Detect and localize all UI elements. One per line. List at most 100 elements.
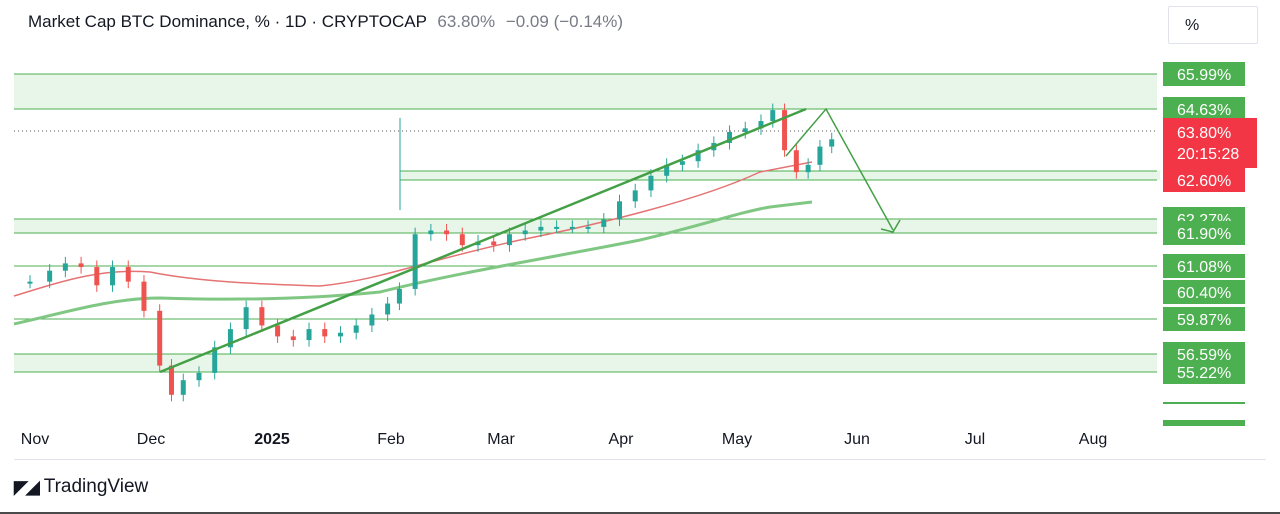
- candle: [444, 223, 450, 241]
- candle: [679, 154, 685, 172]
- bottom-border: [0, 512, 1280, 514]
- candle-body: [428, 230, 434, 235]
- candle: [829, 132, 835, 154]
- tradingview-logo[interactable]: ◤◢ TradingView: [14, 476, 148, 498]
- brand-name: TradingView: [43, 476, 149, 497]
- zones-layer: [14, 73, 1160, 373]
- candle-body: [196, 372, 202, 381]
- candle-body: [444, 230, 450, 235]
- candle: [94, 260, 100, 292]
- price-axis-label-bg: [1163, 221, 1245, 245]
- candle-body: [554, 226, 560, 229]
- candle: [412, 227, 418, 296]
- price-axis-label: 64.63%: [1163, 97, 1245, 121]
- symbol-title[interactable]: Market Cap BTC Dominance, % · 1D · CRYPT…: [28, 12, 427, 31]
- candle-body: [617, 201, 622, 220]
- candle-body: [306, 329, 312, 341]
- candle: [632, 183, 638, 208]
- price-axis-label-bg: [1163, 307, 1245, 331]
- percent-scale-button[interactable]: %: [1168, 6, 1258, 44]
- candle: [47, 264, 53, 289]
- tradingview-logo-icon: ◤◢: [14, 476, 40, 497]
- candle: [27, 275, 33, 289]
- time-axis-label: May: [722, 431, 752, 448]
- candle-body: [337, 332, 343, 337]
- price-axis-label-text: 56.59%: [1177, 347, 1231, 364]
- candle-body: [805, 164, 811, 173]
- candle: [141, 275, 147, 318]
- price-axis-label-text: 59.87%: [1177, 312, 1231, 329]
- candle: [585, 220, 591, 234]
- candle-body: [829, 139, 835, 147]
- price-axis-label-bg: [1163, 360, 1245, 384]
- candle: [664, 158, 670, 183]
- candle: [727, 125, 733, 150]
- time-axis[interactable]: Nov Dec 2025 Feb Mar Apr May Jun Jul Aug: [21, 431, 1107, 448]
- time-axis-label: Feb: [377, 431, 405, 448]
- candle-body: [62, 263, 68, 271]
- price-axis-label-text: 55.22%: [1177, 365, 1231, 382]
- candle: [805, 158, 811, 179]
- candle-body: [47, 270, 53, 282]
- candle: [428, 223, 434, 241]
- zone-band: [14, 354, 1157, 372]
- candle: [648, 169, 654, 197]
- candle: [569, 220, 575, 234]
- price-axis-label: 60.40%: [1163, 280, 1245, 304]
- countdown-timer: 20:15:28: [1177, 146, 1239, 163]
- candle: [742, 121, 748, 139]
- last-value: 63.80%: [437, 12, 496, 31]
- candle-body: [212, 347, 218, 373]
- candle: [110, 260, 116, 292]
- candle: [212, 340, 218, 380]
- candle: [290, 329, 296, 347]
- price-chart[interactable]: 65.99%64.63%62.27%61.90%61.08%60.40%59.8…: [0, 0, 1280, 460]
- time-axis-label: Jun: [844, 431, 870, 448]
- price-axis-label-bg: [1163, 280, 1245, 304]
- candle-body: [275, 325, 281, 337]
- candle-body: [522, 230, 528, 235]
- zone-band: [14, 74, 1157, 109]
- candle: [793, 143, 799, 179]
- candle-body: [491, 241, 497, 246]
- low-price-label: 62.60%: [1163, 168, 1245, 192]
- candle-body: [585, 226, 591, 229]
- projection-arrowhead: [880, 219, 901, 233]
- time-axis-label: Apr: [609, 431, 635, 448]
- candle-body: [243, 307, 249, 330]
- candle-body: [141, 281, 147, 311]
- candles: [27, 103, 835, 402]
- candle: [522, 223, 528, 241]
- price-axis-label: 61.90%: [1163, 221, 1245, 245]
- candle-body: [679, 161, 685, 165]
- price-axis[interactable]: 65.99%64.63%62.27%61.90%61.08%60.40%59.8…: [1163, 62, 1257, 426]
- candle-body: [227, 329, 233, 348]
- candle-body: [94, 267, 100, 286]
- candle: [353, 318, 359, 340]
- candle: [491, 234, 497, 252]
- price-axis-label: 55.22%: [1163, 360, 1245, 384]
- price-axis-label-text: 61.08%: [1177, 259, 1231, 276]
- candle-body: [27, 281, 33, 284]
- price-axis-label-text: 64.63%: [1177, 102, 1231, 119]
- candle-body: [664, 164, 670, 176]
- price-axis-label: 61.08%: [1163, 254, 1245, 278]
- candle-body: [412, 234, 418, 289]
- candle: [125, 260, 131, 289]
- price-axis-label-text: 60.40%: [1177, 285, 1231, 302]
- candle: [601, 213, 607, 234]
- footer-divider: [14, 459, 1266, 460]
- candle-body: [770, 110, 776, 122]
- candle-body: [758, 121, 764, 129]
- candle: [817, 140, 823, 172]
- candle: [337, 326, 343, 343]
- candle-body: [125, 267, 131, 282]
- price-axis-label: 65.99%: [1163, 62, 1245, 86]
- price-axis-label-text: 65.99%: [1177, 67, 1231, 84]
- candle: [695, 143, 701, 168]
- candle-body: [506, 234, 512, 246]
- candle: [306, 322, 312, 347]
- candle: [227, 322, 233, 354]
- candle-body: [110, 267, 116, 286]
- candle: [62, 256, 68, 278]
